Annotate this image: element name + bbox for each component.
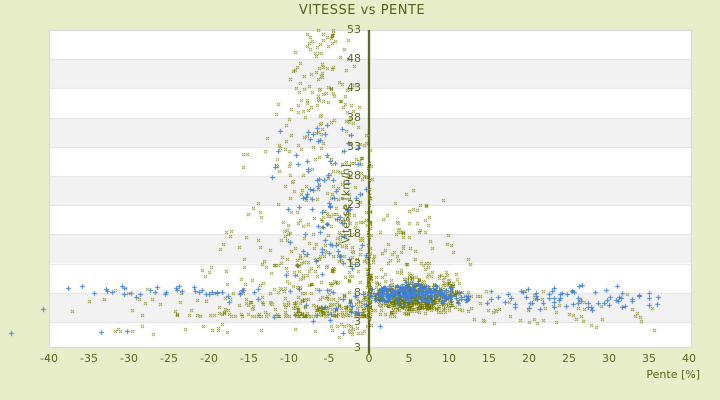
x-axis-title: Pente [%]: [646, 368, 700, 381]
chart-title: VITESSE vs PENTE: [298, 3, 426, 18]
y-tick-label: 13: [347, 257, 361, 270]
x-tick-label: -5: [323, 352, 335, 365]
x-tick-label: 15: [482, 352, 496, 365]
y-tick-label: 8: [354, 286, 361, 299]
x-tick-label: 0: [365, 352, 373, 365]
x-tick-label: 10: [442, 352, 456, 365]
y-tick-label: 38: [347, 111, 361, 124]
y-tick-label: 53: [347, 23, 361, 36]
y-axis-title: Vitesse [km/h]: [339, 164, 353, 244]
x-tick-label: -20: [200, 352, 218, 365]
x-tick-label: -30: [120, 352, 138, 365]
y-tick-label: 43: [347, 81, 361, 94]
x-tick-label: -40: [40, 352, 58, 365]
y-axis-edge-label: 3: [354, 341, 361, 354]
y-tick-label: 3: [354, 315, 361, 328]
x-tick-label: -15: [240, 352, 258, 365]
y-tick-label: 23: [347, 198, 361, 211]
y-tick-label: 33: [347, 140, 361, 153]
x-tick-label: 35: [642, 352, 656, 365]
x-tick-label: 40: [682, 352, 696, 365]
x-tick-label: 25: [562, 352, 576, 365]
x-tick-label: -25: [160, 352, 178, 365]
y-tick-label: 48: [347, 52, 361, 65]
x-tick-label: 5: [405, 352, 413, 365]
x-tick-label: -10: [280, 352, 298, 365]
y-tick-label: 18: [347, 227, 361, 240]
x-tick-label: 30: [602, 352, 616, 365]
x-tick-label: -35: [80, 352, 98, 365]
x-tick-label: 20: [522, 352, 536, 365]
y-tick-label: 28: [347, 169, 361, 182]
